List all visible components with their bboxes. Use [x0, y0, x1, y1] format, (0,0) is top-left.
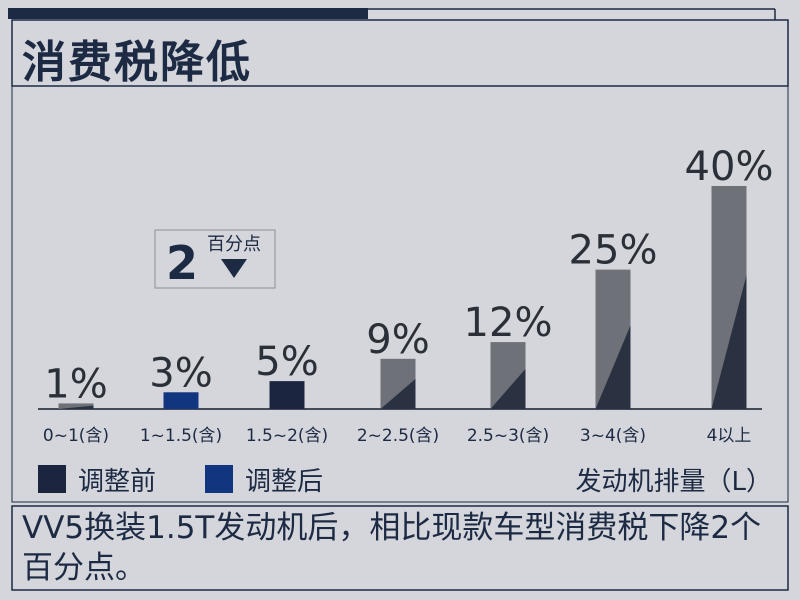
bar-1 [163, 392, 199, 409]
category-label: 3~4(含) [580, 426, 646, 446]
data-label: 12% [464, 300, 553, 346]
caption-box [11, 505, 789, 591]
category-label: 0~1(含) [43, 426, 109, 446]
category-label: 1~1.5(含) [140, 426, 222, 446]
page-title: 消费税降低 [22, 37, 252, 88]
legend-swatch-before [38, 465, 66, 493]
bar-shade [595, 325, 631, 409]
category-label: 2~2.5(含) [357, 426, 439, 446]
bar-fill-after [163, 392, 199, 409]
bar-6 [711, 186, 747, 409]
data-label: 3% [149, 350, 212, 396]
callout-box [154, 229, 276, 289]
category-label: 2.5~3(含) [467, 426, 549, 446]
top-bar [8, 8, 368, 19]
data-label: 9% [366, 317, 429, 363]
caption: VV5换装1.5T发动机后，相比现款车型消费税下降2个百分点。 [22, 510, 762, 586]
down-arrow-icon [221, 259, 247, 278]
bar-shade [380, 378, 416, 409]
chart-box [11, 85, 789, 503]
callout-text: 百分点 [207, 234, 261, 255]
category-label: 1.5~2(含) [246, 426, 328, 446]
data-label: 1% [44, 361, 107, 407]
bar-shade [58, 405, 94, 409]
legend: 调整前 调整后 [38, 465, 323, 497]
data-label: 40% [685, 144, 774, 190]
data-label: 25% [569, 228, 658, 274]
category-label: 4以上 [707, 426, 752, 446]
bar-fill [58, 403, 94, 409]
bar-shade [711, 275, 747, 409]
bar-3 [380, 358, 416, 409]
bar-fill-before [269, 381, 305, 409]
bar-4 [490, 342, 526, 409]
bar-2 [269, 381, 305, 409]
bar-5 [595, 269, 631, 409]
reduction-callout: 2 百分点 [154, 229, 276, 290]
legend-label-before: 调整前 [78, 467, 156, 497]
legend-swatch-after [205, 465, 233, 493]
category-labels: 0~1(含) 1~1.5(含) 1.5~2(含) 2~2.5(含) 2.5~3(含) 3~… [43, 426, 751, 446]
data-label: 5% [255, 339, 318, 385]
legend-label-after: 调整后 [245, 467, 323, 497]
bar-0 [58, 403, 94, 409]
bar-shade [490, 368, 526, 409]
value-labels: 1% 3% 5% 9% 12% 25% 40% [44, 144, 773, 407]
callout-number: 2 [166, 236, 198, 290]
bar-group [58, 186, 747, 409]
x-axis-label: 发动机排量（L） [576, 467, 773, 497]
